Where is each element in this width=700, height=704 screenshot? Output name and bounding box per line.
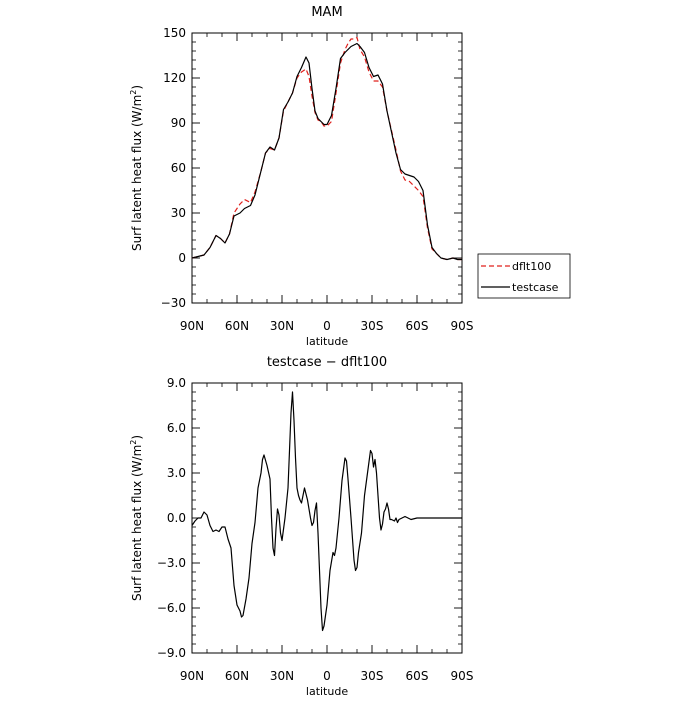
panel-1-x-tick-label: 0: [323, 319, 331, 333]
panel-1-ylabel-close: ): [130, 85, 144, 90]
panel-2-y-tick-label: 6.0: [167, 421, 186, 435]
panel-1-y-tick-label: 30: [171, 206, 186, 220]
legend: dflt100 testcase: [477, 253, 571, 299]
panel-2-xlabel: latitude: [306, 685, 348, 698]
panel-2-ylabel: Surf latent heat flux (W/m2): [129, 435, 144, 601]
panel-2-y-tick-label: −3.0: [157, 556, 186, 570]
panel-2-x-tick-label: 0: [323, 669, 331, 683]
panel-1-x-tick-label: 90S: [451, 319, 474, 333]
panel-1-x-tick-label: 90N: [180, 319, 204, 333]
panel-1-y-tick-label: 0: [178, 251, 186, 265]
panel-2-x-tick-label: 30N: [270, 669, 294, 683]
panel-2-ylabel-superscript: 2: [129, 440, 138, 445]
panel-2-ylabel-close: ): [130, 435, 144, 440]
legend-box: [477, 253, 571, 299]
panel-1-frame: [191, 32, 463, 304]
panel-2-y-tick-label: 0.0: [167, 511, 186, 525]
panel-1-y-tick-label: 60: [171, 161, 186, 175]
legend-testcase-label: testcase: [512, 281, 559, 294]
panel-1-ylabel-superscript: 2: [129, 90, 138, 95]
panel-1-series-dflt100: [191, 36, 462, 261]
panel-2-y-tick-label: 3.0: [167, 466, 186, 480]
panel-2-x-tick-label: 60N: [225, 669, 249, 683]
panel-1-y-tick-label: −30: [161, 296, 186, 310]
panel-2-x-tick-label: 60S: [406, 669, 429, 683]
panel-1-y-tick-label: 150: [163, 26, 186, 40]
panel-1-x-tick-label: 30N: [270, 319, 294, 333]
panel-2-y-tick-label: 9.0: [167, 376, 186, 390]
panel-1-xlabel: latitude: [306, 335, 348, 348]
panel-1-plot-area: 90N 60N 30N 0 30S 60S 90S −30 0 30 60 90 120 150: [161, 26, 474, 333]
panel-2-x-tick-label: 30S: [361, 669, 384, 683]
panel-1-x-tick-label: 30S: [361, 319, 384, 333]
panel-2-ylabel-main: Surf latent heat flux (W/m: [130, 445, 144, 601]
panel-2-y-tick-label: −9.0: [157, 646, 186, 660]
panel-1-y-tick-label: 90: [171, 116, 186, 130]
panel-2-x-tick-label: 90N: [180, 669, 204, 683]
panel-2-plot-area: 90N 60N 30N 0 30S 60S 90S −9.0 −6.0 −3.0 0.0 3.0 6.0…: [157, 376, 474, 683]
panel-1-chart: MAM 90N 60N 30N 0 30S 60S 90S−300306090120150 …: [129, 5, 473, 348]
panel-1-series-testcase: [191, 42, 462, 261]
panel-1-y-tick-label: 120: [163, 71, 186, 85]
panel-2-y-tick-label: −6.0: [157, 601, 186, 615]
panel-1-title: MAM: [311, 5, 342, 20]
panel-1-ylabel-main: Surf latent heat flux (W/m: [130, 95, 144, 251]
panel-2-x-tick-label: 90S: [451, 669, 474, 683]
panel-1-x-tick-label: 60N: [225, 319, 249, 333]
panel-1-x-tick-label: 60S: [406, 319, 429, 333]
panel-2-series-line-1: [191, 391, 462, 632]
legend-dflt100-label: dflt100: [512, 260, 551, 273]
panel-2-title: testcase − dflt100: [267, 355, 387, 370]
panel-2-chart: testcase − dflt100 90N 60N 30N 0 30S 60S 90S −9…: [129, 355, 473, 698]
panel-1-ylabel: Surf latent heat flux (W/m2): [129, 85, 144, 251]
